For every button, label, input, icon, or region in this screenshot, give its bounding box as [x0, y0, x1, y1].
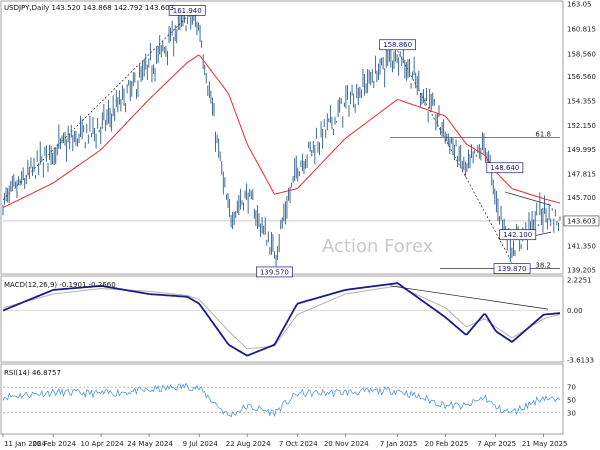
- price-y-tick: 149.995: [567, 146, 596, 154]
- x-tick-label: 10 Apr 2024: [80, 440, 124, 448]
- annotation-label: 148.640: [490, 164, 519, 172]
- rsi-y-tick: 30: [567, 409, 576, 417]
- rsi-header: RSI(14) 46.8757: [4, 369, 61, 377]
- macd-line: [2, 282, 561, 357]
- current-price-box: [563, 215, 600, 227]
- annotation-box: [493, 263, 531, 274]
- x-tick-label: 11 Jan 2024: [4, 440, 47, 448]
- price-y-tick: 152.150: [567, 122, 596, 130]
- annotation-box: [379, 39, 416, 51]
- macd-y-tick: 0.00: [567, 307, 583, 315]
- price-y-tick: 145.700: [567, 194, 596, 202]
- x-tick-label: 22 Aug 2024: [226, 440, 271, 448]
- price-header: USDJPY,Daily 143.520 143.868 142.792 143…: [4, 4, 174, 12]
- price-y-tick: 147.815: [567, 170, 596, 178]
- rsi-y-tick: 70: [567, 384, 576, 392]
- annotation-box: [168, 5, 206, 16]
- macd-y-tick: -3.6133: [567, 357, 594, 365]
- annotation-box: [486, 162, 524, 174]
- rsi-panel-frame: [0, 363, 564, 435]
- annotation-label: 158.860: [383, 41, 412, 49]
- x-tick-label: 9 Jul 2024: [183, 440, 219, 448]
- macd-signal-line: [2, 285, 561, 350]
- annotation-label: 139.870: [498, 265, 527, 273]
- macd-y-tick: 2.2251: [567, 277, 592, 285]
- x-tick-label: 7 Oct 2024: [279, 440, 318, 448]
- price-y-tick: 154.355: [567, 97, 596, 105]
- x-tick-label: 7 Apr 2025: [477, 440, 516, 448]
- annotation-label: 161.940: [173, 7, 202, 15]
- price-y-tick: 143.603: [567, 217, 596, 225]
- price-y-tick: 163.05: [567, 1, 592, 9]
- trendline: [504, 191, 552, 206]
- price-y-tick: 158.560: [567, 51, 596, 59]
- annotation-label: 142.100: [503, 231, 532, 239]
- price-y-tick: 156.560: [567, 73, 596, 81]
- level-label: 61.8: [535, 130, 551, 138]
- x-tick-label: 24 May 2024: [127, 440, 173, 448]
- rsi-layer: [2, 382, 561, 418]
- rsi-line: [2, 382, 561, 418]
- annotation-box: [256, 266, 293, 278]
- x-tick-label: 20 Nov 2024: [324, 440, 369, 448]
- trendline: [2, 16, 188, 201]
- price-y-tick: 160.815: [567, 25, 596, 33]
- x-tick-label: 26 Feb 2024: [32, 440, 76, 448]
- watermark: Action Forex: [322, 236, 434, 257]
- price-y-tick: 141.350: [567, 243, 596, 251]
- rsi-y-tick: 50: [567, 397, 576, 405]
- annotation-box: [499, 229, 537, 241]
- sma-line: [2, 54, 561, 209]
- price-layer: 61.8 38.2 161.940 139.570 158.860 148.640 142.…: [2, 4, 561, 278]
- macd-header: MACD(12,26,9) -0.1901 -0.2660: [4, 281, 116, 289]
- x-tick-label: 20 Feb 2025: [425, 440, 469, 448]
- price-y-tick: 139.205: [567, 267, 596, 275]
- level-label: 38.2: [535, 261, 551, 269]
- annotation-label: 139.570: [260, 268, 289, 276]
- x-tick-label: 21 May 2025: [522, 440, 568, 448]
- macd-trendline: [389, 285, 549, 310]
- macd-layer: [2, 282, 561, 357]
- x-tick-label: 7 Jan 2025: [380, 440, 418, 448]
